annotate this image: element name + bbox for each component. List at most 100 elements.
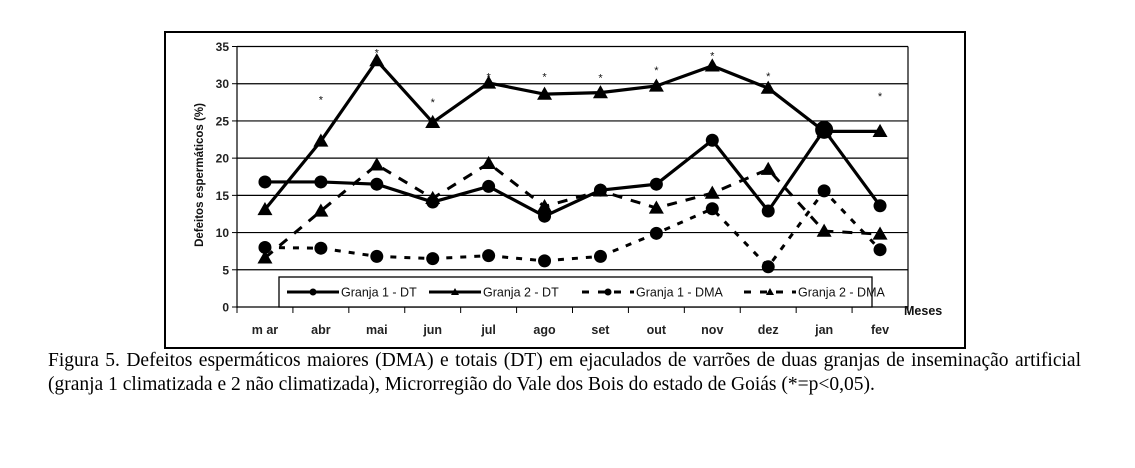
data-point <box>761 260 775 274</box>
legend-swatch-marker <box>451 288 459 295</box>
data-point <box>872 226 888 240</box>
significance-star: * <box>375 48 380 60</box>
data-point <box>426 252 440 266</box>
data-point <box>872 123 888 137</box>
y-tick-label: 25 <box>216 114 230 128</box>
data-point <box>257 250 273 264</box>
data-point <box>761 204 775 218</box>
x-tick-label: jul <box>480 323 496 337</box>
data-point <box>873 199 887 213</box>
data-point <box>369 157 385 171</box>
data-point <box>873 243 887 257</box>
legend-entry: Granja 1 - DMA <box>582 286 723 300</box>
data-point <box>649 177 663 191</box>
series-granja-2-dt <box>257 53 888 216</box>
data-point <box>482 179 496 193</box>
x-tick-label: ago <box>533 323 556 337</box>
series-line <box>264 127 882 218</box>
x-tick-label: fev <box>871 323 889 337</box>
data-point <box>704 58 720 72</box>
significance-star: * <box>431 97 436 109</box>
y-tick-label: 20 <box>216 152 230 166</box>
data-point <box>313 133 329 147</box>
data-point <box>538 209 552 223</box>
series-granja-2-dma <box>257 155 888 264</box>
significance-markers: * * * * * * * * * * <box>319 48 883 109</box>
legend-entry: Granja 1 - DT <box>287 286 417 300</box>
legend-swatch-marker <box>604 288 612 296</box>
legend-label: Granja 1 - DT <box>341 286 417 300</box>
legend-label: Granja 1 - DMA <box>636 286 723 300</box>
legend-label: Granja 2 - DT <box>483 286 559 300</box>
significance-star: * <box>319 95 324 107</box>
x-tick-label: out <box>647 323 667 337</box>
data-point <box>258 240 272 254</box>
legend-box <box>278 276 873 308</box>
data-point <box>481 155 497 169</box>
axes: 0 5 10 15 20 25 30 35 m ar abr mai jun jul ago set out n… <box>216 40 909 337</box>
data-point <box>592 85 608 99</box>
data-point <box>314 175 328 189</box>
line-chart: 0 5 10 15 20 25 30 35 m ar abr mai jun jul ago set out n… <box>194 40 942 337</box>
significance-star: * <box>486 72 491 84</box>
y-tick-label: 30 <box>216 77 230 91</box>
y-axis-title: Defeitos espermáticos (%) <box>194 103 206 247</box>
data-point <box>760 161 776 175</box>
data-point <box>369 53 385 67</box>
data-point <box>257 201 273 216</box>
significance-star: * <box>710 51 715 63</box>
legend-label: Granja 2 - DMA <box>798 286 885 300</box>
data-point <box>760 80 776 94</box>
data-point <box>370 177 384 191</box>
data-point <box>258 175 272 189</box>
data-point <box>538 254 552 268</box>
x-tick-label: jun <box>422 323 442 337</box>
x-tick-label: nov <box>701 323 723 337</box>
series-line <box>263 161 881 260</box>
x-tick-label: dez <box>758 323 779 337</box>
figure-caption: Figura 5. Defeitos espermáticos maiores … <box>48 350 1081 395</box>
legend-swatch-marker <box>766 288 774 295</box>
x-tick-label: m ar <box>252 323 279 337</box>
data-point <box>425 190 441 204</box>
data-point <box>313 203 329 217</box>
data-point <box>816 123 832 137</box>
data-point <box>649 226 663 240</box>
significance-star: * <box>598 72 603 84</box>
data-point <box>537 86 553 100</box>
data-point <box>593 249 607 263</box>
x-tick-label: jan <box>814 323 833 337</box>
gridlines <box>237 45 908 271</box>
legend: Granja 1 - DT Granja 2 - DT Granja 1 - DMA… <box>278 276 885 308</box>
x-tick-label: mai <box>366 323 388 337</box>
data-point <box>592 183 608 197</box>
data-point <box>425 114 441 129</box>
series-granja-1-dt <box>258 120 887 223</box>
significance-star: * <box>654 65 659 77</box>
series-granja-1-dma <box>258 184 887 274</box>
y-tick-label: 35 <box>216 40 230 54</box>
data-point <box>648 78 664 92</box>
series-line <box>264 188 882 270</box>
data-point <box>370 249 384 263</box>
data-point <box>537 199 553 213</box>
data-point <box>482 249 496 263</box>
series <box>257 53 888 274</box>
y-tick-label: 5 <box>222 263 229 277</box>
data-point <box>314 241 328 255</box>
significance-star: * <box>542 72 547 84</box>
data-point <box>704 185 720 199</box>
x-tick-label: abr <box>311 323 331 337</box>
data-point <box>481 75 497 89</box>
legend-swatch-marker <box>309 288 317 296</box>
y-tick-label: 10 <box>216 226 230 240</box>
data-point <box>648 200 664 214</box>
data-point <box>816 223 832 237</box>
legend-entry: Granja 2 - DT <box>429 286 559 300</box>
legend-entry: Granja 2 - DMA <box>744 286 885 300</box>
data-point <box>705 202 719 216</box>
significance-star: * <box>878 91 883 103</box>
data-point <box>705 133 719 147</box>
x-axis-title: Meses <box>904 304 942 318</box>
y-tick-label: 0 <box>222 301 229 315</box>
